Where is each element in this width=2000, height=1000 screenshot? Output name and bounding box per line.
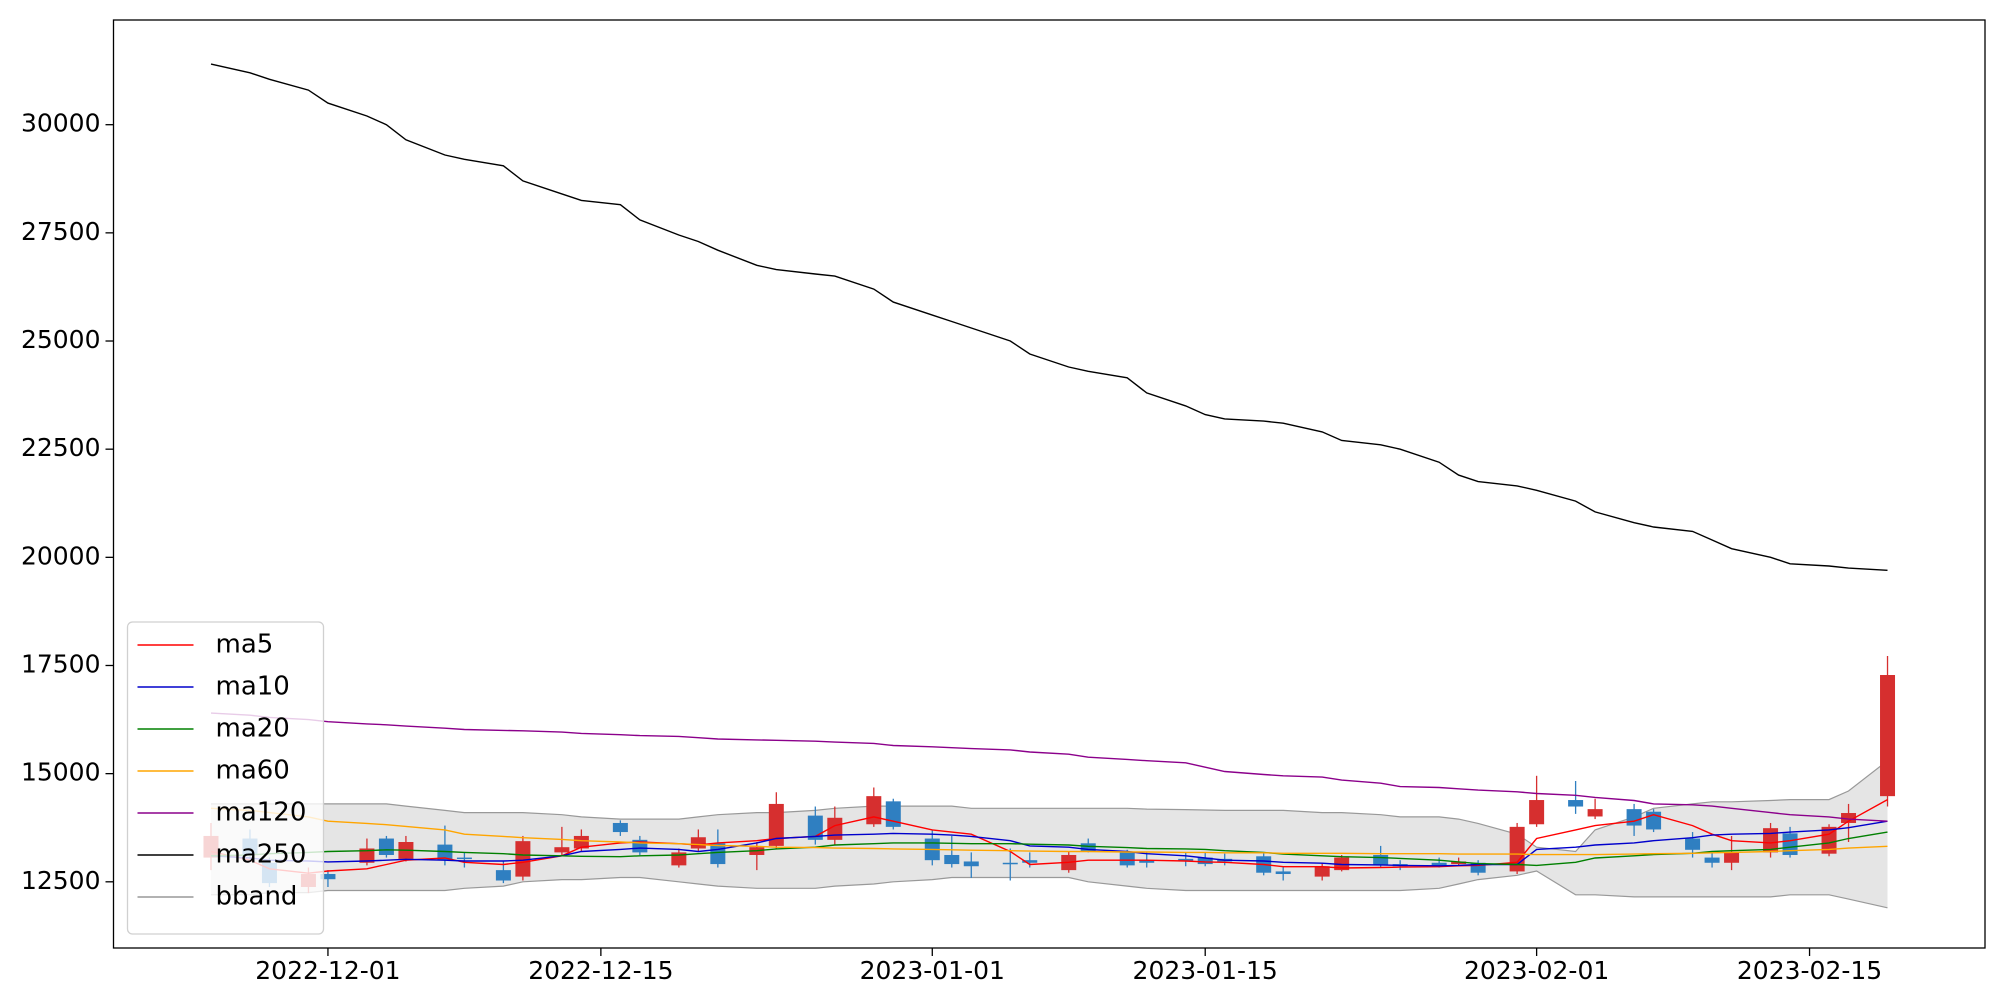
x-tick-label: 2022-12-15 bbox=[528, 956, 673, 985]
candle-body bbox=[612, 822, 628, 833]
y-tick-label: 15000 bbox=[21, 758, 101, 787]
legend-label: ma60 bbox=[216, 756, 290, 786]
candle-body bbox=[1431, 862, 1447, 866]
plot-area bbox=[203, 63, 1896, 909]
candle-body bbox=[1509, 826, 1525, 872]
y-tick-label: 30000 bbox=[21, 109, 101, 138]
candle-body bbox=[359, 848, 375, 863]
ma-line bbox=[210, 798, 1888, 874]
candle-body bbox=[710, 843, 726, 865]
candle-body bbox=[866, 796, 882, 825]
candle-body bbox=[1626, 809, 1642, 826]
legend-label: ma120 bbox=[216, 798, 307, 828]
legend-box bbox=[126, 621, 325, 935]
x-tick-label: 2023-02-15 bbox=[1737, 956, 1882, 985]
candle-body bbox=[378, 838, 394, 855]
legend: ma5 ma10 ma20 ma60 ma120 ma250 bband bbox=[126, 621, 325, 935]
candle-body bbox=[1080, 843, 1096, 852]
candle-body bbox=[1178, 858, 1194, 862]
legend-label: ma10 bbox=[216, 672, 290, 702]
candle-body bbox=[1763, 828, 1779, 853]
y-tick-label: 27500 bbox=[21, 217, 101, 246]
candle-body bbox=[1529, 800, 1545, 825]
candle-body bbox=[944, 854, 960, 865]
legend-label: ma5 bbox=[216, 630, 274, 660]
candle-body bbox=[437, 844, 453, 861]
candle-body bbox=[1587, 809, 1603, 817]
candle-body bbox=[1139, 860, 1155, 863]
candle-body bbox=[1022, 860, 1038, 863]
candle-body bbox=[963, 861, 979, 867]
band-area bbox=[211, 760, 1888, 908]
candle-body bbox=[768, 803, 784, 846]
candle-body bbox=[690, 837, 706, 849]
candle-body bbox=[1314, 866, 1330, 877]
x-tick-label: 2023-01-01 bbox=[860, 956, 1005, 985]
candle-body bbox=[1685, 838, 1701, 850]
y-tick-label: 22500 bbox=[21, 433, 101, 462]
candle-body bbox=[573, 835, 589, 849]
ma-line bbox=[210, 820, 1888, 867]
y-tick-label: 25000 bbox=[21, 325, 101, 354]
ma-line bbox=[210, 63, 1888, 571]
candle-body bbox=[1373, 854, 1389, 866]
candle-body bbox=[515, 841, 531, 877]
ma-line bbox=[210, 807, 1888, 856]
y-tick-label: 20000 bbox=[21, 541, 101, 570]
y-tick-label: 17500 bbox=[21, 649, 101, 678]
legend-label: bband bbox=[216, 882, 298, 912]
axes-frame bbox=[112, 19, 1986, 949]
candle-body bbox=[456, 857, 472, 860]
candle-body bbox=[495, 870, 511, 881]
candle-body bbox=[320, 874, 336, 880]
ma-line bbox=[210, 712, 1888, 822]
candle-body bbox=[1002, 862, 1018, 865]
candle-body bbox=[1451, 861, 1467, 865]
candle-body bbox=[1880, 675, 1896, 797]
candle-body bbox=[1568, 800, 1584, 807]
candle-body bbox=[1704, 857, 1720, 863]
legend-label: ma250 bbox=[216, 840, 307, 870]
candle-body bbox=[1197, 857, 1213, 865]
candle-body bbox=[554, 847, 570, 853]
axes: 12500 15000 17500 20000 22500 25000 27500 30000… bbox=[21, 109, 1882, 985]
candle-body bbox=[1782, 833, 1798, 855]
candle-body bbox=[1470, 862, 1486, 873]
x-tick-label: 2022-12-01 bbox=[255, 956, 400, 985]
candle-body bbox=[1119, 852, 1135, 866]
candle-body bbox=[1275, 871, 1291, 875]
x-tick-label: 2023-02-01 bbox=[1464, 956, 1609, 985]
candle-body bbox=[1841, 813, 1857, 823]
legend-label: ma20 bbox=[216, 714, 290, 744]
y-tick-label: 12500 bbox=[21, 866, 101, 895]
candle-body bbox=[1821, 826, 1837, 854]
x-tick-label: 2023-01-15 bbox=[1133, 956, 1278, 985]
band-lower bbox=[211, 870, 1888, 909]
candle-body bbox=[1724, 852, 1740, 863]
band-upper bbox=[211, 760, 1888, 853]
ma-line bbox=[210, 831, 1888, 867]
